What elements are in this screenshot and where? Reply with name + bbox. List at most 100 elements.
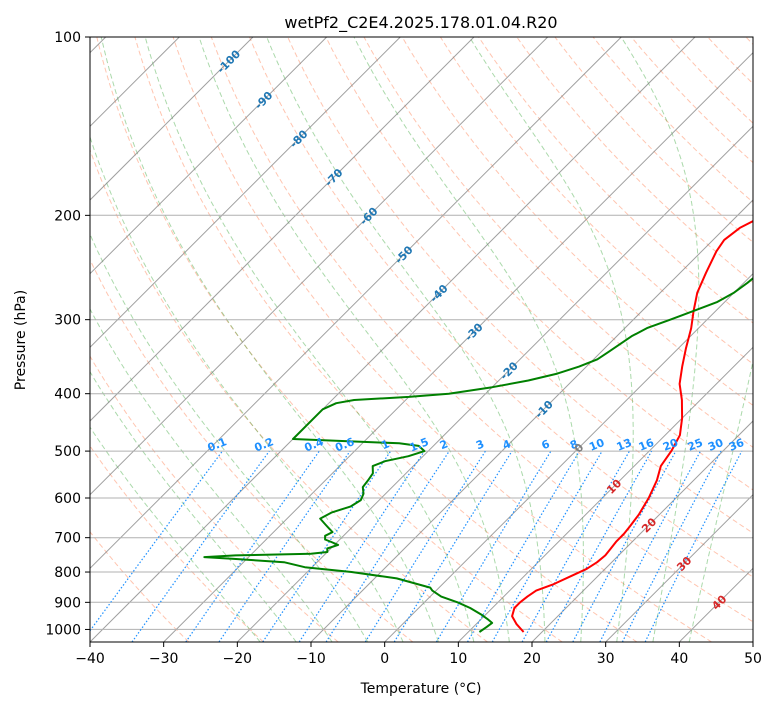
isotherm-label: -50 xyxy=(392,243,415,266)
isotherm-label: -20 xyxy=(498,359,521,382)
x-tick-label: 50 xyxy=(744,651,762,667)
skewed-isotherm-line xyxy=(531,420,753,642)
skewed-isotherm-line xyxy=(163,51,753,642)
x-tick-label: −40 xyxy=(75,651,105,667)
mixing-ratio-line xyxy=(364,450,486,642)
moist-adiabat-line xyxy=(620,37,700,642)
y-tick-label: 200 xyxy=(54,208,81,224)
skewed-isotherm-line xyxy=(384,272,753,642)
mixing-ratio-line xyxy=(262,450,392,642)
mixing-ratio-label: 8 xyxy=(568,437,580,452)
mixing-ratio-line xyxy=(644,450,743,642)
mixing-ratio-label: 0.6 xyxy=(333,435,356,454)
moist-adiabat-line xyxy=(198,37,510,642)
skewed-isotherm-line xyxy=(236,125,753,642)
dry-adiabat-line xyxy=(707,37,753,85)
dry-adiabat-line xyxy=(745,37,753,46)
moist-adiabat-line xyxy=(100,37,439,642)
mixing-ratio-line xyxy=(521,450,631,642)
mixing-ratio-line xyxy=(218,450,351,642)
mixing-ratio-label: 25 xyxy=(686,436,705,454)
x-tick-label: 20 xyxy=(523,651,541,667)
y-tick-label: 1000 xyxy=(45,622,81,638)
y-tick-label: 400 xyxy=(54,387,81,403)
isotherm-label: -80 xyxy=(287,127,310,150)
skewed-isotherm-line xyxy=(752,641,753,642)
mixing-ratio-line xyxy=(298,450,425,642)
contour-labels: 0.1 0.2 0.4 0.6 1 1.5 2 3 4 6 8 10 13 16 20 25 30 36-100-… xyxy=(206,47,747,612)
dry-adiabat-line xyxy=(90,148,488,642)
x-tick-label: 10 xyxy=(449,651,467,667)
isotherm-label: -100 xyxy=(215,47,244,76)
skewed-isotherm-line xyxy=(90,37,696,642)
x-tick-label: 0 xyxy=(380,651,389,667)
mixing-ratio-label: 1 xyxy=(379,437,391,452)
mixing-ratio-label: 13 xyxy=(615,436,634,454)
y-tick-label: 300 xyxy=(54,313,81,329)
skewed-isotherm-line xyxy=(310,199,753,642)
pressure-gridlines xyxy=(90,37,753,630)
temperature-profile-line xyxy=(511,220,753,633)
mixing-ratio-label: 36 xyxy=(727,436,746,454)
y-axis: 100 200 300 400 500 600 700 800 900 1000 xyxy=(45,30,90,638)
mixing-ratio-line xyxy=(393,450,513,642)
dry-adiabat-line xyxy=(287,37,753,534)
mixing-ratio-line xyxy=(325,450,450,642)
dry-adiabat-line xyxy=(90,258,414,642)
moist-adiabat-line xyxy=(90,308,333,642)
dry-adiabat-line xyxy=(172,37,712,642)
moist-adiabat-line xyxy=(90,426,261,642)
y-tick-label: 900 xyxy=(54,595,81,611)
mixing-ratio-label: 3 xyxy=(474,437,486,452)
moist-adiabat-line xyxy=(90,232,369,642)
moist-adiabat-line xyxy=(353,37,584,642)
y-tick-label: 600 xyxy=(54,491,81,507)
dry-adiabat-line xyxy=(439,37,753,365)
mixing-ratio-label: 20 xyxy=(661,436,680,454)
skewed-isotherm-line xyxy=(678,567,753,642)
dry-adiabat-line xyxy=(325,37,753,491)
mixing-ratio-label: 6 xyxy=(540,437,552,452)
moist-adiabat-line xyxy=(688,358,753,642)
skewed-isotherm-line xyxy=(90,37,401,349)
mixing-ratio-line xyxy=(90,450,223,632)
dry-adiabat-line xyxy=(90,531,190,642)
moist-adiabat-line xyxy=(266,37,546,642)
y-tick-label: 800 xyxy=(54,565,81,581)
mixing-ratio-label: 16 xyxy=(637,436,656,454)
mixing-ratio-line xyxy=(621,450,722,642)
dry-adiabat-line xyxy=(401,37,753,406)
x-tick-label: −10 xyxy=(296,651,326,667)
mixing-ratio-label: 0.1 xyxy=(206,435,229,454)
moist-adiabat-line xyxy=(90,135,404,642)
profile-lines xyxy=(203,220,753,633)
skewed-isotherm-line xyxy=(90,37,254,201)
mixing-ratio-label: 10 xyxy=(587,436,606,454)
dry-adiabat-line xyxy=(210,37,753,623)
y-tick-label: 100 xyxy=(54,30,81,46)
background-lines xyxy=(90,37,753,642)
dry-adiabat-line xyxy=(669,37,753,124)
mixing-ratio-label: 2 xyxy=(438,437,450,452)
x-tick-label: −20 xyxy=(223,651,253,667)
dry-adiabat-line xyxy=(554,37,753,243)
moist-adiabat-line xyxy=(469,37,634,642)
mixing-ratio-label: 0.2 xyxy=(253,435,276,454)
mixing-ratio-line xyxy=(599,450,702,642)
mixing-ratio-line xyxy=(131,450,270,642)
y-tick-label: 500 xyxy=(54,444,81,460)
mixing-ratio-line xyxy=(572,450,677,642)
x-tick-label: 40 xyxy=(670,651,688,667)
skewed-isotherm-line xyxy=(90,37,328,275)
dry-adiabat-line xyxy=(90,355,339,642)
mixing-ratio-lines xyxy=(90,450,743,642)
mixing-ratio-line xyxy=(435,450,552,642)
x-axis: −40 −30 −20 −10 0 10 20 30 40 50 xyxy=(75,642,762,667)
plot-frame xyxy=(89,36,754,643)
skewed-isotherm-line xyxy=(605,493,753,642)
dewpoint-profile-line xyxy=(203,277,753,633)
x-tick-label: −30 xyxy=(149,651,179,667)
dry-adiabat-line xyxy=(96,37,563,642)
y-tick-label: 700 xyxy=(54,531,81,547)
